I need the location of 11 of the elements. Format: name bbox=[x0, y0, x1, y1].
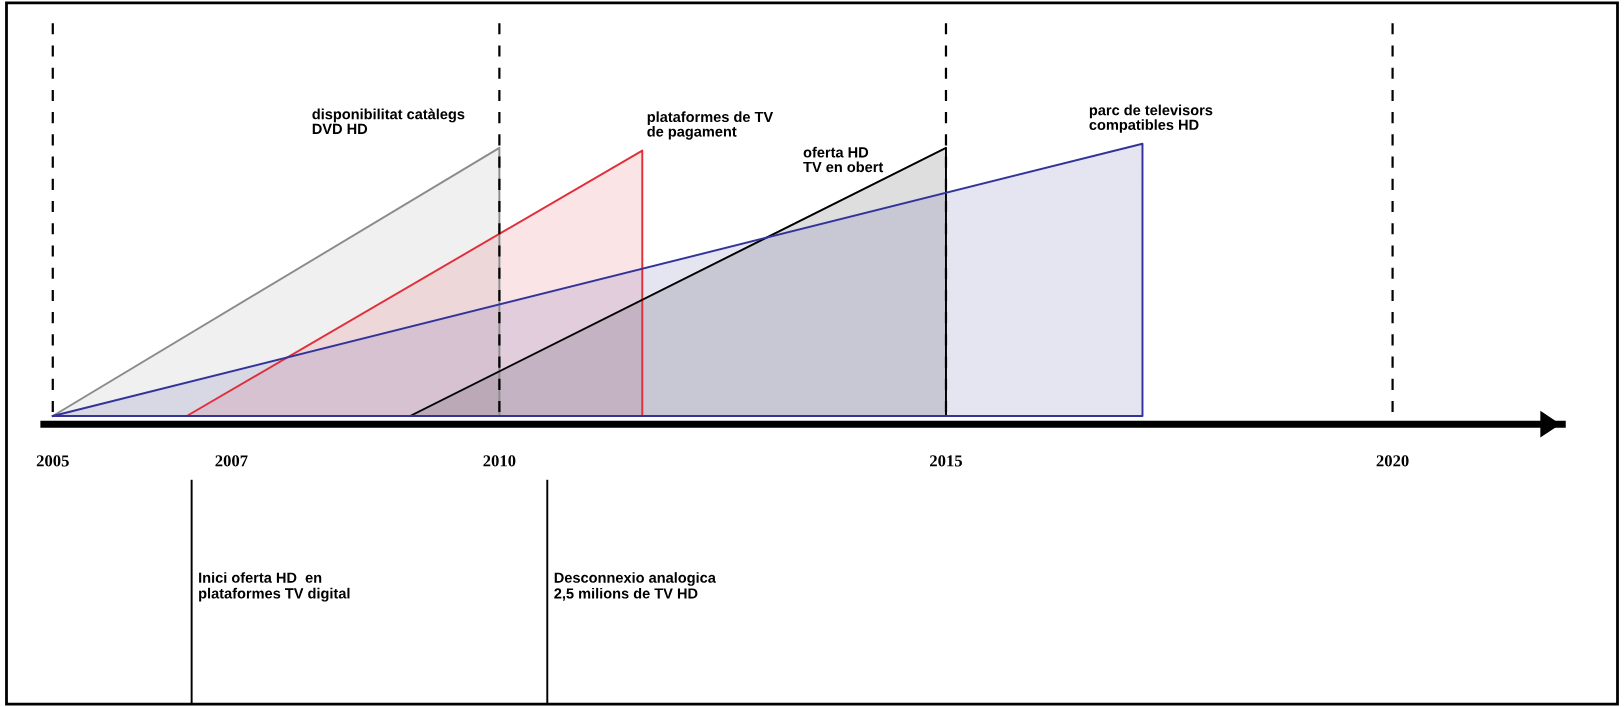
x-tick-label: 2010 bbox=[483, 455, 516, 467]
x-tick-label: 2005 bbox=[36, 455, 69, 467]
series-label: plataformes de TV de pagament bbox=[647, 111, 774, 140]
x-tick-label: 2007 bbox=[215, 455, 248, 467]
x-tick-label: 2015 bbox=[930, 455, 963, 467]
text: Inici oferta HD en plataformes TV digital bbox=[199, 572, 350, 602]
series-label: oferta HD TV en obert bbox=[803, 146, 884, 173]
x-tick-label: 2020 bbox=[1376, 455, 1409, 467]
series-label: parc de televisors compatibles HD bbox=[1089, 104, 1213, 133]
text: disponibilitat catàlegs DVD HD bbox=[312, 108, 465, 134]
text: Desconnexio analogica 2,5 milions de TV HD bbox=[554, 572, 716, 601]
